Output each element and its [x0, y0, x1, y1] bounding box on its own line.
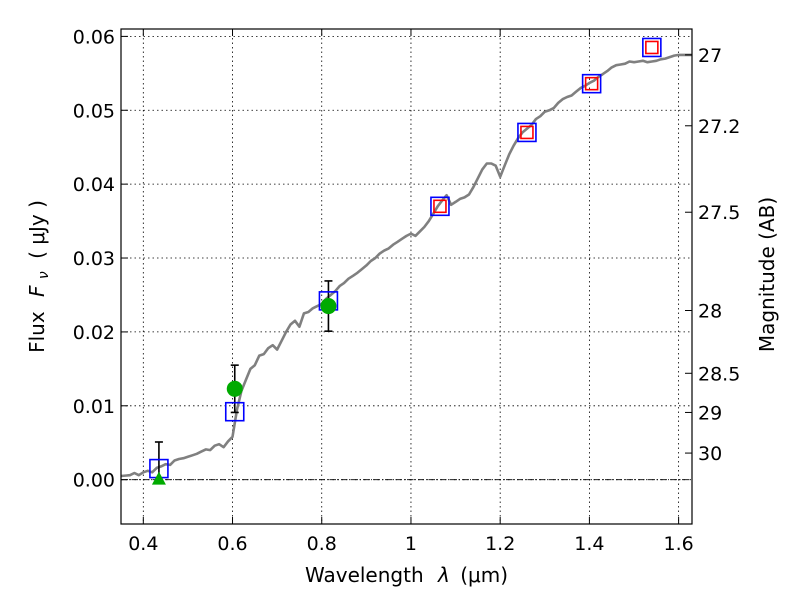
x-tick-label: 1.4 — [574, 533, 604, 555]
y-tick-label: 0.05 — [73, 100, 115, 122]
model-photometry-square — [430, 196, 450, 217]
nir-photometry-square — [645, 40, 659, 55]
nir-photometry-square — [584, 76, 599, 91]
x-tick-label: 0.6 — [217, 533, 247, 555]
magnitude-tick-label: 29 — [698, 402, 722, 424]
y-tick-label: 0.01 — [73, 396, 115, 418]
model-photometry-square — [517, 122, 537, 143]
y-tick-label: 0.02 — [73, 322, 115, 344]
magnitude-tick-label: 28.5 — [698, 363, 740, 385]
magnitude-tick-label: 27.5 — [698, 202, 740, 224]
model-photometry-square — [581, 73, 602, 94]
measured-flux-point — [226, 380, 243, 397]
y-tick-label: 0.04 — [73, 174, 115, 196]
x-tick-label: 0.4 — [128, 533, 158, 555]
x-tick-label: 1 — [405, 533, 417, 555]
tick-labels: 0.4 0.6 0.8 1 1.2 1.4 1.6 0.00 0.01 0.02 0.03 0.04 0… — [73, 26, 741, 555]
y-tick-label: 0.03 — [73, 248, 115, 270]
magnitude-axis-label: Magnitude (AB) — [755, 197, 779, 352]
upper-limit-triangle — [151, 471, 166, 485]
y-tick-label: 0.06 — [73, 26, 115, 48]
y-axis-label: Flux F ν ( μJy ) — [25, 200, 53, 353]
x-axis-label: Wavelength λ (μm) — [305, 563, 508, 587]
magnitude-tick-label: 28 — [698, 300, 722, 322]
nir-photometry-square — [520, 125, 534, 140]
x-tick-label: 1.6 — [664, 533, 694, 555]
sed-model-line — [120, 53, 692, 478]
measured-flux-point — [320, 298, 337, 315]
nir-photometry-square — [433, 199, 447, 214]
plot-frame — [120, 28, 693, 525]
axis-ticks — [121, 29, 692, 524]
x-tick-label: 0.8 — [307, 533, 337, 555]
magnitude-tick-label: 27.2 — [698, 116, 740, 138]
magnitude-tick-label: 30 — [698, 443, 722, 465]
model-photometry-square — [224, 401, 245, 422]
x-tick-label: 1.2 — [485, 533, 515, 555]
y-tick-label: 0.00 — [73, 470, 115, 492]
grid-lines — [121, 29, 692, 524]
model-photometry-square — [642, 37, 662, 58]
magnitude-tick-label: 27 — [698, 45, 722, 67]
data-markers — [149, 37, 662, 485]
